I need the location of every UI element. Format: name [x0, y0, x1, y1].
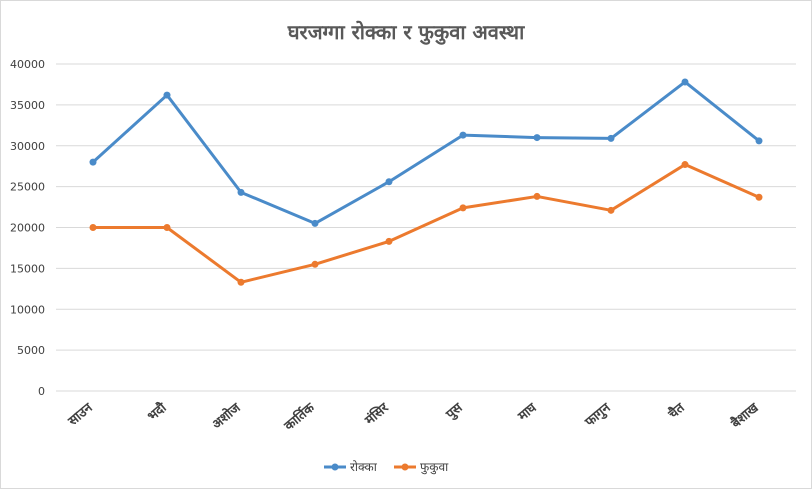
x-tick-label: पुस	[443, 400, 467, 423]
x-tick-label: अशोज	[209, 399, 245, 433]
legend-item: रोक्का	[324, 460, 378, 474]
data-point	[681, 161, 689, 169]
series-line	[91, 80, 761, 225]
data-point	[607, 134, 615, 142]
data-point	[607, 206, 615, 214]
y-tick-label: 10000	[10, 303, 45, 316]
data-point	[311, 260, 319, 268]
y-tick-label: 40000	[10, 58, 45, 71]
data-point	[755, 193, 763, 201]
x-tick-label: कार्तिक	[280, 399, 318, 434]
y-tick-label: 15000	[10, 262, 45, 275]
x-tick-label: चैत	[665, 399, 689, 422]
series-1	[89, 78, 763, 227]
legend-marker	[331, 463, 339, 471]
legend-item: फुकुवा	[394, 460, 449, 475]
chart-title: घरजग्गा रोक्का र फुकुवा अवस्था	[287, 20, 525, 45]
data-point	[237, 278, 245, 286]
data-point	[533, 192, 541, 200]
y-axis: 0 5000 10000 15000 20000 25000 30000 35000 40000	[10, 58, 45, 398]
y-tick-label: 0	[38, 385, 45, 398]
series-group	[89, 78, 763, 286]
series-line	[91, 163, 761, 284]
data-point	[459, 131, 467, 139]
x-tick-label: बैशाख	[727, 399, 762, 432]
x-tick-label: माघ	[515, 400, 541, 425]
gridlines	[56, 63, 796, 392]
data-point	[163, 91, 171, 99]
legend: रोक्का फुकुवा	[324, 460, 449, 475]
legend-label: फुकुवा	[420, 460, 449, 475]
data-point	[385, 178, 393, 186]
x-tick-label: मंसिर	[361, 399, 392, 429]
y-tick-label: 20000	[10, 222, 45, 235]
data-point	[681, 78, 689, 86]
data-point	[89, 224, 97, 231]
series-2	[89, 161, 763, 286]
x-tick-label: साउन	[65, 400, 96, 430]
data-point	[311, 219, 319, 227]
data-point	[163, 224, 171, 231]
y-tick-label: 35000	[10, 99, 45, 112]
x-tick-label: भदौ	[144, 399, 170, 424]
data-point	[89, 158, 97, 166]
x-tick-label: फागुन	[582, 400, 614, 431]
x-axis: साउन भदौ अशोज कार्तिक मंसिर पुस माघ फागुन चैत बैश…	[65, 399, 763, 435]
data-point	[385, 237, 393, 245]
data-point	[755, 137, 763, 145]
data-point	[237, 188, 245, 196]
y-tick-label: 25000	[10, 181, 45, 194]
legend-label: रोक्का	[350, 460, 378, 474]
y-tick-label: 5000	[17, 344, 45, 357]
data-point	[533, 134, 541, 142]
data-point	[459, 204, 467, 212]
y-tick-label: 30000	[10, 140, 45, 153]
legend-marker	[401, 463, 409, 471]
